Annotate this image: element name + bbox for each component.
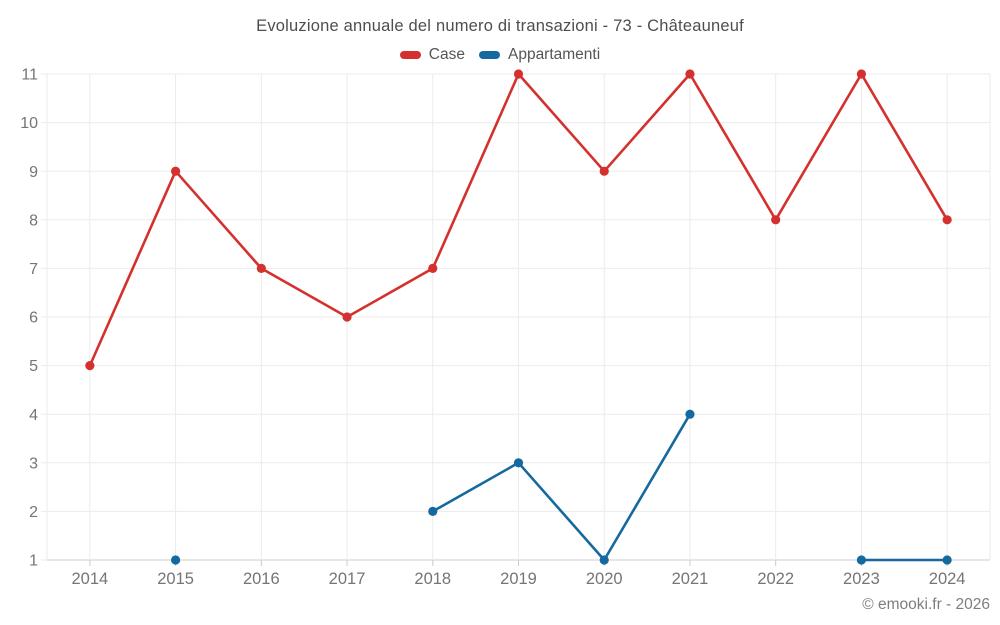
series-appartamenti-point[interactable]	[856, 555, 867, 565]
series-appartamenti-line	[431, 412, 692, 562]
series-appartamenti-point[interactable]	[685, 409, 695, 419]
chart-legend: Case Appartamenti	[0, 46, 1000, 64]
series-appartamenti-point[interactable]	[513, 458, 524, 468]
legend-item-appartamenti[interactable]: Appartamenti	[478, 46, 601, 64]
x-tick-label: 2016	[243, 570, 280, 588]
legend-label-case: Case	[428, 46, 465, 63]
x-tick-label: 2018	[414, 570, 451, 588]
series-case-point[interactable]	[856, 69, 867, 79]
series-appartamenti-point[interactable]	[170, 555, 181, 565]
legend-label-appartamenti: Appartamenti	[507, 46, 601, 63]
series-case-point[interactable]	[599, 166, 609, 176]
y-tick-label: 8	[29, 212, 38, 229]
legend-item-case[interactable]: Case	[399, 46, 465, 64]
chart-title: Evoluzione annuale del numero di transaz…	[256, 17, 744, 35]
copyright-label: © emooki.fr - 2026	[862, 596, 990, 613]
x-tick-label: 2020	[586, 570, 623, 588]
x-tick-label: 2021	[672, 570, 709, 588]
series-case-point[interactable]	[342, 312, 352, 322]
y-tick-label: 10	[20, 115, 38, 132]
x-tick-label: 2023	[843, 570, 880, 588]
x-tick-label: 2017	[329, 570, 366, 588]
legend-swatch-case	[399, 51, 421, 59]
series-appartamenti-point[interactable]	[599, 555, 609, 565]
series-case-point[interactable]	[942, 215, 952, 225]
x-tick-label: 2019	[500, 570, 537, 588]
x-tick-label: 2015	[157, 570, 194, 588]
y-tick-label: 3	[29, 455, 38, 472]
x-tick-label: 2014	[72, 570, 109, 588]
x-tick-label: 2024	[929, 570, 966, 588]
series-case-point[interactable]	[428, 263, 438, 273]
y-tick-label: 7	[29, 261, 38, 278]
series-case-point[interactable]	[771, 215, 781, 225]
y-tick-label: 5	[29, 358, 38, 375]
legend-swatch-appartamenti	[478, 51, 500, 59]
y-tick-label: 1	[29, 553, 38, 570]
y-tick-label: 9	[29, 164, 38, 181]
series-case-point[interactable]	[685, 69, 695, 79]
y-tick-label: 2	[29, 504, 38, 521]
series-appartamenti-point[interactable]	[428, 506, 438, 516]
y-tick-label: 11	[21, 67, 38, 84]
series-case-point[interactable]	[513, 69, 524, 79]
series-appartamenti-point[interactable]	[942, 555, 952, 565]
series-case-point[interactable]	[256, 263, 266, 273]
series-case-point[interactable]	[85, 361, 95, 371]
y-tick-label: 4	[29, 407, 38, 424]
series-case-point[interactable]	[170, 166, 181, 176]
x-tick-label: 2022	[757, 570, 794, 588]
y-tick-label: 6	[29, 310, 38, 327]
